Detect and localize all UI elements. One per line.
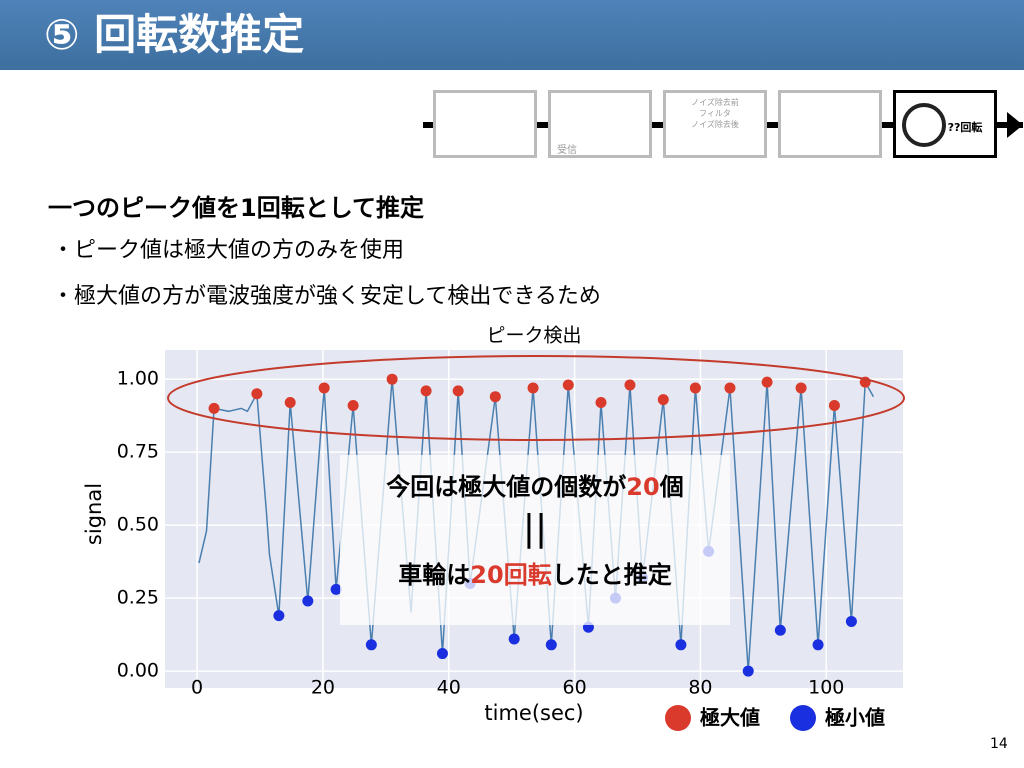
peak-point xyxy=(452,385,464,397)
chart-title: ピーク検出 xyxy=(486,325,581,347)
overlay-text: 今回は極大値の個数が xyxy=(386,473,627,501)
peak-point xyxy=(420,385,432,397)
overlay-line: 今回は極大値の個数が20個 xyxy=(340,467,730,502)
peak-point xyxy=(562,379,574,391)
peak-point xyxy=(436,648,448,660)
peak-point xyxy=(347,399,359,411)
peak-point xyxy=(318,382,330,394)
legend-label: 極小値 xyxy=(824,706,885,730)
step-label: フィルタ xyxy=(699,109,731,118)
heading: 一つのピーク値を1回転として推定 xyxy=(48,194,424,222)
peak-point xyxy=(545,639,557,651)
bullet: ・極大値の方が電波強度が強く安定して検出できるため xyxy=(52,284,601,309)
overlay-text: したと推定 xyxy=(551,561,672,589)
peak-point xyxy=(724,382,736,394)
peak-point xyxy=(828,399,840,411)
step-label: 受信 xyxy=(557,145,577,156)
peak-point xyxy=(284,397,296,409)
peak-point xyxy=(675,639,687,651)
step-label: ノイズ除去後 xyxy=(691,120,739,129)
y-tick-label: 0.00 xyxy=(117,660,159,682)
x-tick-label: 100 xyxy=(808,677,844,699)
peak-point xyxy=(812,639,824,651)
peak-point xyxy=(386,373,398,385)
peak-point xyxy=(657,394,669,406)
bullet: ・ピーク値は極大値の方のみを使用 xyxy=(52,238,405,263)
peak-point xyxy=(527,382,539,394)
legend-marker xyxy=(790,705,816,731)
step xyxy=(433,90,537,158)
peak-point xyxy=(845,615,857,627)
peak-point xyxy=(273,610,285,622)
legend-marker xyxy=(665,705,691,731)
overlay-equals: || xyxy=(522,508,548,549)
overlay-text: 20回転 xyxy=(470,561,552,589)
peak-point xyxy=(595,397,607,409)
peak-point xyxy=(689,382,701,394)
slide-title: ⑤ 回転数推定 xyxy=(0,0,1024,70)
step xyxy=(778,90,882,158)
highlight-ellipse xyxy=(167,355,905,441)
page-number: 14 xyxy=(990,736,1008,752)
y-tick-label: 0.25 xyxy=(117,587,159,609)
overlay-box: 今回は極大値の個数が20個 || 車輪は20回転したと推定 xyxy=(340,455,730,625)
overlay-text: 個 xyxy=(659,473,684,501)
step: ??回転 xyxy=(893,90,997,158)
wheel-icon xyxy=(902,103,946,147)
peak-point xyxy=(774,624,786,636)
peak-point xyxy=(508,633,520,645)
y-tick-label: 1.00 xyxy=(117,368,159,390)
peak-point xyxy=(795,382,807,394)
peak-point xyxy=(251,388,263,400)
x-tick-label: 40 xyxy=(437,677,461,699)
x-tick-label: 20 xyxy=(311,677,335,699)
x-tick-label: 80 xyxy=(688,677,712,699)
overlay-line: 車輪は20回転したと推定 xyxy=(340,555,730,590)
arrow xyxy=(1007,112,1023,138)
peak-point xyxy=(742,665,754,677)
y-axis-label: signal xyxy=(82,483,106,545)
peak-point xyxy=(624,379,636,391)
y-tick-label: 0.50 xyxy=(117,514,159,536)
x-tick-label: 60 xyxy=(562,677,586,699)
step-label: ??回転 xyxy=(947,121,983,134)
peak-point xyxy=(761,376,773,388)
overlay-text: 車輪は xyxy=(398,561,471,589)
step: ノイズ除去前 フィルタノイズ除去後 xyxy=(663,90,767,158)
peak-point xyxy=(208,402,220,414)
step: 受信 xyxy=(548,90,652,158)
overlay-text: 20 xyxy=(626,473,660,501)
x-axis-label: time(sec) xyxy=(484,701,583,725)
y-tick-label: 0.75 xyxy=(117,441,159,463)
step-label: ノイズ除去前 xyxy=(691,98,739,107)
peak-point xyxy=(489,391,501,403)
peak-point xyxy=(365,639,377,651)
peak-point xyxy=(330,583,342,595)
x-tick-label: 0 xyxy=(191,677,203,699)
legend-label: 極大値 xyxy=(699,706,760,730)
peak-point xyxy=(302,595,314,607)
